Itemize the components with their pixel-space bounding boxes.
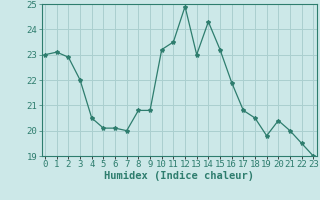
X-axis label: Humidex (Indice chaleur): Humidex (Indice chaleur) xyxy=(104,171,254,181)
